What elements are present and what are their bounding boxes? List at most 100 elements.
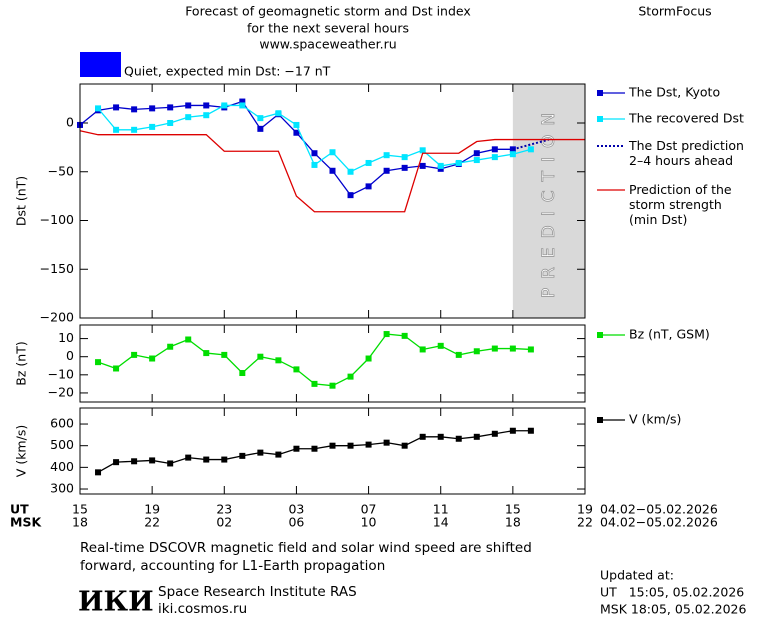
marker <box>293 129 300 136</box>
y-tick-label: 10 <box>58 330 74 345</box>
marker <box>419 147 426 154</box>
marker <box>311 150 318 157</box>
y-tick-label: 400 <box>50 459 74 474</box>
marker <box>239 102 246 109</box>
series-line <box>97 104 532 173</box>
marker <box>203 456 210 463</box>
brand: StormFocus <box>638 4 711 19</box>
title: Forecast of geomagnetic storm and Dst in… <box>185 4 471 19</box>
x-tick-label: 19 <box>577 502 593 517</box>
marker <box>437 433 444 440</box>
marker <box>347 168 354 175</box>
marker <box>131 458 138 465</box>
marker <box>509 427 516 434</box>
marker <box>221 102 228 109</box>
legend-label: The recovered Dst <box>628 111 744 126</box>
marker <box>401 154 408 161</box>
marker <box>113 126 120 133</box>
status-box <box>80 52 121 77</box>
marker <box>293 366 300 373</box>
marker <box>95 469 102 476</box>
marker <box>293 445 300 452</box>
legend-marker <box>597 332 603 338</box>
marker <box>347 442 354 449</box>
marker <box>365 159 372 166</box>
marker <box>383 167 390 174</box>
marker <box>365 355 372 362</box>
marker <box>167 104 174 111</box>
y-tick-label: −150 <box>40 261 74 276</box>
marker <box>275 357 282 364</box>
y-tick-label: 0 <box>66 348 74 363</box>
marker <box>473 157 480 164</box>
legend-label: V (km/s) <box>629 412 681 427</box>
series-line <box>97 333 531 387</box>
marker <box>257 115 264 122</box>
marker <box>455 435 462 442</box>
marker <box>527 427 534 434</box>
note: Real-time DSCOVR magnetic field and sola… <box>80 540 532 556</box>
marker <box>311 445 318 452</box>
marker <box>311 380 318 387</box>
marker <box>437 342 444 349</box>
marker <box>275 451 282 458</box>
marker <box>257 353 264 360</box>
y-tick-label: −200 <box>40 310 74 325</box>
site-title: www.spaceweather.ru <box>259 37 396 52</box>
note: forward, accounting for L1-Earth propaga… <box>80 558 385 574</box>
marker <box>167 120 174 126</box>
y-axis-title: Bz (nT) <box>14 341 29 385</box>
marker <box>473 150 480 157</box>
marker <box>203 112 210 119</box>
marker <box>491 154 498 161</box>
subtitle: for the next several hours <box>247 21 409 36</box>
marker <box>509 345 516 352</box>
marker <box>95 105 102 112</box>
marker <box>419 433 426 440</box>
msk-label: MSK <box>10 515 42 530</box>
marker <box>113 365 120 372</box>
marker <box>203 350 210 357</box>
y-tick-label: −50 <box>48 163 74 178</box>
marker <box>383 439 390 446</box>
marker <box>527 346 534 353</box>
marker <box>383 331 390 338</box>
plot-frame <box>79 83 586 319</box>
updated-ut: UT 15:05, 05.02.2026 <box>600 585 744 600</box>
y-tick-label: 0 <box>66 115 74 130</box>
date-range: 04.02−05.02.2026 <box>600 502 718 517</box>
marker <box>419 346 426 353</box>
marker <box>131 106 138 113</box>
marker <box>239 370 246 377</box>
series-line <box>79 130 585 213</box>
marker <box>131 351 138 358</box>
x-tick-label-msk: 02 <box>216 515 232 530</box>
x-tick-label-msk: 22 <box>577 515 593 530</box>
marker <box>221 456 228 463</box>
marker <box>419 162 426 169</box>
logo: ИКИ <box>78 587 154 618</box>
legend-label: Bz (nT, GSM) <box>629 327 710 342</box>
x-tick-label: 19 <box>144 502 160 517</box>
legend-label: The Dst prediction 2–4 hours ahead <box>628 138 744 168</box>
y-tick-label: 500 <box>50 437 74 452</box>
x-tick-label: 07 <box>361 502 377 517</box>
y-axis-title: Dst (nT) <box>14 176 29 226</box>
legend-marker <box>597 116 603 122</box>
plot-frame <box>79 324 586 403</box>
updated-label: Updated at: <box>600 568 674 583</box>
marker <box>185 102 192 109</box>
marker <box>491 430 498 437</box>
institute: Space Research Institute RAS <box>158 584 357 600</box>
marker <box>167 343 174 350</box>
marker <box>401 332 408 339</box>
status: Quiet, expected min Dst: −17 nT <box>124 64 331 79</box>
x-tick-label-msk: 18 <box>505 515 521 530</box>
marker <box>365 441 372 448</box>
marker <box>275 110 282 117</box>
legend-label: Prediction of the storm strength (min Dst) <box>629 182 732 227</box>
marker <box>149 105 156 112</box>
x-tick-label-msk: 22 <box>144 515 160 530</box>
series-line <box>79 100 513 196</box>
